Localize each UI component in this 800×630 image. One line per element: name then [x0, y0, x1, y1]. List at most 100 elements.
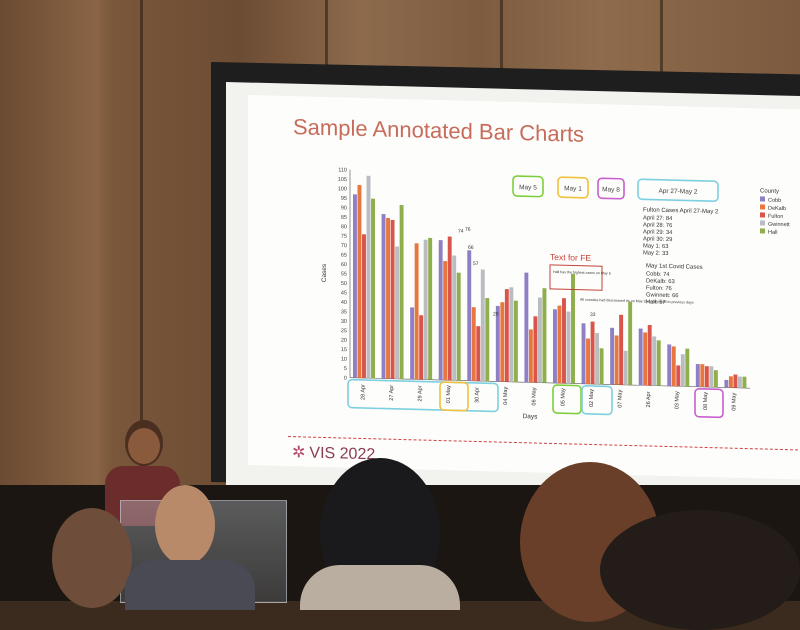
y-tick-label: 95 [341, 196, 347, 202]
bar [566, 311, 571, 384]
legend-title: County [760, 188, 779, 194]
bar [628, 301, 633, 386]
bar [447, 236, 452, 381]
hall-highest-note: Hall has the highest cases on May 5 [553, 270, 611, 276]
bar [733, 374, 738, 388]
may1-note-line: Cobb: 74 [646, 271, 670, 278]
y-tick-label: 65 [341, 253, 347, 259]
bar [443, 260, 448, 381]
bar [652, 336, 657, 386]
legend-label: Fulton [768, 214, 783, 220]
audience-head [600, 510, 800, 630]
legend-swatch [760, 228, 765, 234]
slide-title: Sample Annotated Bar Charts [293, 114, 585, 147]
bar [557, 305, 562, 384]
logo-dots-icon: ✲ [292, 444, 306, 462]
bar [537, 297, 542, 383]
bar [695, 364, 700, 387]
bar [614, 335, 619, 385]
bar [586, 338, 591, 384]
y-tick-label: 45 [341, 290, 347, 296]
bar [590, 321, 595, 385]
bar [709, 366, 714, 388]
bar [562, 298, 566, 384]
fulton-note-line: April 29: 34 [643, 229, 673, 236]
bar [471, 307, 476, 381]
fe-annotation-box [549, 264, 603, 291]
bar [390, 219, 395, 379]
bar [728, 376, 733, 388]
bar [581, 323, 586, 384]
bar [528, 329, 533, 383]
bar [456, 272, 461, 381]
y-tick-label: 30 [341, 319, 347, 325]
bar [671, 346, 676, 387]
all-decreased-note: All counties had descreased #s on May 2n… [580, 298, 694, 305]
bar [599, 348, 604, 385]
bar [485, 298, 490, 382]
legend-label: Hall [768, 230, 777, 236]
annotation-box [597, 177, 625, 200]
bar [638, 328, 643, 386]
x-tick-label: 27 Apr [389, 385, 395, 401]
bar-value-label: 29 [493, 311, 499, 317]
bar [395, 246, 400, 379]
bar [476, 326, 481, 382]
text-for-fe-label: Text for FE [550, 252, 591, 263]
y-tick-label: 20 [341, 338, 347, 344]
bar [623, 350, 628, 385]
fulton-note-title: Fulton Cases April 27-May 2 [643, 207, 719, 215]
fulton-note-line: May 1: 63 [643, 243, 668, 250]
legend-label: DeKalb [768, 206, 786, 212]
y-tick-label: 5 [344, 366, 347, 372]
bar [643, 332, 648, 386]
y-tick-label: 35 [341, 309, 347, 315]
bar [542, 288, 547, 383]
x-tick-label: 08 May [703, 392, 709, 410]
y-tick-label: 60 [341, 262, 347, 268]
bar-value-label: 57 [473, 261, 479, 267]
x-highlight-box [581, 385, 613, 416]
y-axis-label: Cases [321, 263, 328, 282]
fulton-note-line: May 2: 33 [643, 250, 668, 257]
bar [737, 376, 742, 388]
bar-value-label: 76 [465, 227, 471, 233]
x-highlight-box [347, 378, 499, 413]
y-tick-label: 40 [341, 300, 347, 306]
legend-swatch [760, 204, 765, 210]
bar [647, 324, 652, 386]
bar [428, 237, 433, 380]
bar [676, 365, 681, 387]
bar-value-label: 66 [468, 245, 474, 251]
bar [419, 315, 424, 380]
bar [685, 348, 690, 387]
bar [414, 243, 419, 380]
y-tick-label: 85 [341, 215, 347, 221]
y-tick-label: 110 [338, 167, 347, 173]
bar [452, 255, 457, 381]
bar [423, 239, 428, 380]
bar [500, 302, 505, 382]
bar [610, 327, 615, 385]
presentation-slide: Sample Annotated Bar Charts 0 5 10 15 20 25 30… [248, 95, 800, 480]
bar [366, 175, 371, 379]
audience-head [52, 508, 132, 608]
y-tick-label: 70 [341, 243, 347, 249]
bar [742, 376, 747, 389]
x-tick-label: 02 May [589, 389, 595, 407]
annotation-box [637, 178, 719, 203]
y-tick-label: 90 [341, 205, 347, 211]
may1-note-line: Gwinnett: 66 [646, 292, 679, 299]
annotation-box-label: Apr 27-May 2 [658, 188, 697, 196]
bar-value-label: 33 [590, 312, 596, 318]
annotation-box-label: May 5 [519, 184, 537, 191]
may1-note-title: May 1st Covid Cases [646, 263, 703, 270]
bar [410, 307, 415, 380]
bar [667, 344, 672, 387]
bar [513, 300, 518, 383]
y-tick-label: 50 [341, 281, 347, 287]
may1-note-line: Fulton: 76 [646, 285, 672, 292]
audience-hoodie [300, 565, 460, 610]
fulton-note-line: April 30: 29 [643, 236, 672, 243]
bar [371, 198, 375, 379]
